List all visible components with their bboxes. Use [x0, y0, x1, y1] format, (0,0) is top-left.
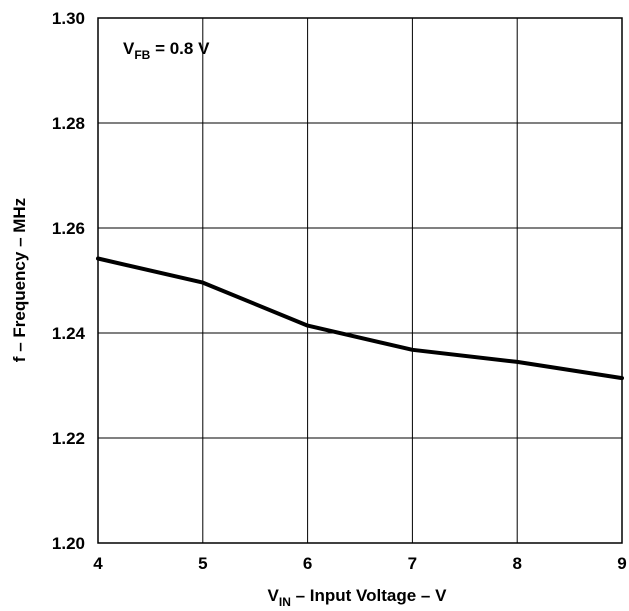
- y-tick-label: 1.24: [52, 324, 86, 343]
- x-axis-title-main: V: [268, 586, 280, 605]
- x-tick-label: 9: [617, 554, 626, 573]
- plot-frame: [97, 17, 623, 544]
- vfb-annotation-sub: FB: [134, 48, 150, 62]
- x-tick-label: 4: [93, 554, 103, 573]
- x-tick-label: 7: [408, 554, 417, 573]
- x-axis-title: VIN – Input Voltage – V: [268, 586, 448, 609]
- y-tick-label: 1.22: [52, 429, 85, 448]
- x-axis-title-rest: – Input Voltage – V: [291, 586, 447, 605]
- x-tick-label: 6: [303, 554, 312, 573]
- grid-lines: [98, 18, 622, 543]
- vfb-annotation: VFB = 0.8 V: [123, 39, 210, 62]
- y-tick-label: 1.28: [52, 114, 85, 133]
- x-tick-label: 8: [512, 554, 521, 573]
- y-axis-title: f – Frequency – MHz: [10, 198, 29, 362]
- x-axis-title-sub: IN: [279, 595, 291, 609]
- vfb-annotation-main: V: [123, 39, 135, 58]
- series-line: [96, 256, 624, 381]
- y-tick-labels: 1.20 1.22 1.24 1.26 1.28 1.30: [52, 9, 86, 553]
- y-tick-label: 1.26: [52, 219, 85, 238]
- y-tick-label: 1.30: [52, 9, 85, 28]
- y-tick-label: 1.20: [52, 534, 85, 553]
- x-tick-label: 5: [198, 554, 207, 573]
- vfb-annotation-rest: = 0.8 V: [150, 39, 210, 58]
- x-tick-labels: 4 5 6 7 8 9: [93, 554, 626, 573]
